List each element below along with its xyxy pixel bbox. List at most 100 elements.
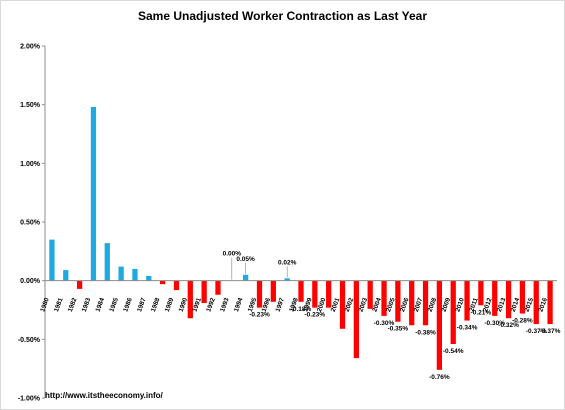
bar-2003 <box>367 280 373 309</box>
y-tick-label: -0.50% <box>18 337 41 344</box>
x-tick-label: 1988 <box>150 297 162 313</box>
bar-2004 <box>381 280 387 316</box>
data-label: -0.18% <box>291 306 312 313</box>
data-label: -0.76% <box>429 374 450 381</box>
bar-1989 <box>173 280 180 291</box>
x-tick-label: 2014 <box>510 297 522 313</box>
x-tick-label: 1989 <box>164 297 176 313</box>
x-tick-label: 2007 <box>413 297 425 313</box>
x-tick-label: 2000 <box>316 297 328 313</box>
bar-2007 <box>422 280 429 326</box>
bar-1988 <box>159 280 166 285</box>
x-tick-label: 2011 <box>468 297 480 313</box>
x-tick-label: 2001 <box>330 297 342 313</box>
bar-2001 <box>339 280 346 329</box>
y-tick-label: 2.00% <box>20 44 41 51</box>
bar-1980 <box>49 239 55 281</box>
data-label: 0.05% <box>236 256 255 263</box>
data-label: -0.34% <box>457 325 478 332</box>
bar-1991 <box>201 280 207 303</box>
data-label: -0.37% <box>526 328 547 335</box>
data-label: -0.23% <box>304 312 325 319</box>
bar-2014 <box>519 280 526 314</box>
y-tick-label: 1.50% <box>20 102 41 109</box>
x-tick-label: 2015 <box>524 297 536 313</box>
x-tick-label: 2002 <box>344 297 356 313</box>
x-tick-label: 2013 <box>496 297 508 313</box>
x-tick-label: 1986 <box>122 297 134 313</box>
bar-2010 <box>464 280 470 321</box>
bar-1985 <box>118 266 124 281</box>
bar-1997 <box>284 278 290 281</box>
x-tick-label: 1998 <box>288 297 300 313</box>
data-label: 0.00% <box>223 251 242 258</box>
x-tick-label: 1981 <box>53 297 65 313</box>
bar-2015 <box>533 280 539 325</box>
chart-title: Same Unadjusted Worker Contraction as La… <box>138 9 427 23</box>
bar-1992 <box>215 280 221 295</box>
x-tick-label: 1999 <box>302 297 314 313</box>
bar-2012 <box>492 280 498 316</box>
bar-1995 <box>256 280 263 308</box>
x-tick-label: 2005 <box>385 297 397 313</box>
data-label: 0.02% <box>278 259 297 266</box>
data-label: -0.38% <box>415 329 436 336</box>
bar-1986 <box>132 268 138 281</box>
y-tick-label: -1.00% <box>18 396 41 403</box>
data-label: -0.23% <box>249 312 270 319</box>
data-label: -0.30% <box>484 320 505 327</box>
x-tick-label: 1994 <box>233 297 245 313</box>
source-url: http://www.itstheeconomy.info/ <box>45 391 163 400</box>
data-label: -0.54% <box>443 348 464 355</box>
bar-1994 <box>243 274 249 281</box>
data-label: -0.35% <box>388 326 409 333</box>
x-tick-label: 2003 <box>358 297 370 313</box>
x-tick-label: 1985 <box>108 297 120 313</box>
x-tick-label: 1990 <box>178 297 190 313</box>
x-tick-label: 1997 <box>275 297 287 313</box>
bar-1984 <box>104 243 110 281</box>
x-tick-label: 1995 <box>247 297 259 313</box>
x-tick-label: 2016 <box>537 297 549 313</box>
y-tick-label: 1.00% <box>20 161 41 168</box>
bar-2002 <box>353 280 359 359</box>
bar-2011 <box>478 280 484 306</box>
x-tick-label: 1991 <box>191 297 203 313</box>
data-label: -0.32% <box>498 322 519 329</box>
bar-2013 <box>505 280 512 319</box>
x-tick-label: 1984 <box>95 297 107 313</box>
x-tick-label: 2010 <box>454 297 466 313</box>
data-label: -0.37% <box>540 328 561 335</box>
data-label: -0.28% <box>512 318 533 325</box>
x-tick-label: 1992 <box>205 297 217 313</box>
y-tick-label: 0.50% <box>20 220 41 227</box>
bar-1982 <box>76 280 83 289</box>
x-tick-label: 1980 <box>39 297 51 313</box>
bar-2005 <box>395 280 401 322</box>
bar-1987 <box>146 275 152 281</box>
x-tick-label: 1987 <box>136 297 148 313</box>
bar-2006 <box>409 280 415 326</box>
bar-1990 <box>187 280 193 319</box>
bar-2016 <box>547 280 553 325</box>
bar-1983 <box>90 107 97 281</box>
bar-2009 <box>450 280 456 345</box>
y-tick-label: 0.00% <box>20 278 41 285</box>
bar-1999 <box>312 280 318 308</box>
x-tick-label: 2009 <box>441 297 453 313</box>
data-label: -0.30% <box>374 320 395 327</box>
x-tick-label: 1993 <box>219 297 231 313</box>
bar-1996 <box>270 280 276 302</box>
x-tick-label: 2004 <box>371 297 383 313</box>
bar-1981 <box>63 270 69 281</box>
x-tick-label: 2008 <box>427 297 439 313</box>
bar-1998 <box>298 280 304 302</box>
bar-2008 <box>436 280 443 370</box>
x-tick-label: 1982 <box>67 297 79 313</box>
data-label: -0.21% <box>471 309 492 316</box>
x-tick-label: 2012 <box>482 297 494 313</box>
bar-2000 <box>326 280 332 308</box>
x-tick-label: 2006 <box>399 297 411 313</box>
